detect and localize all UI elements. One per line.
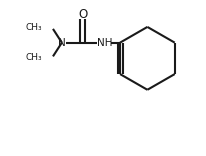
Text: O: O bbox=[78, 8, 87, 21]
Text: N: N bbox=[58, 38, 66, 48]
Text: CH₃: CH₃ bbox=[26, 53, 42, 62]
Text: CH₃: CH₃ bbox=[26, 23, 42, 32]
Text: NH: NH bbox=[97, 38, 112, 48]
